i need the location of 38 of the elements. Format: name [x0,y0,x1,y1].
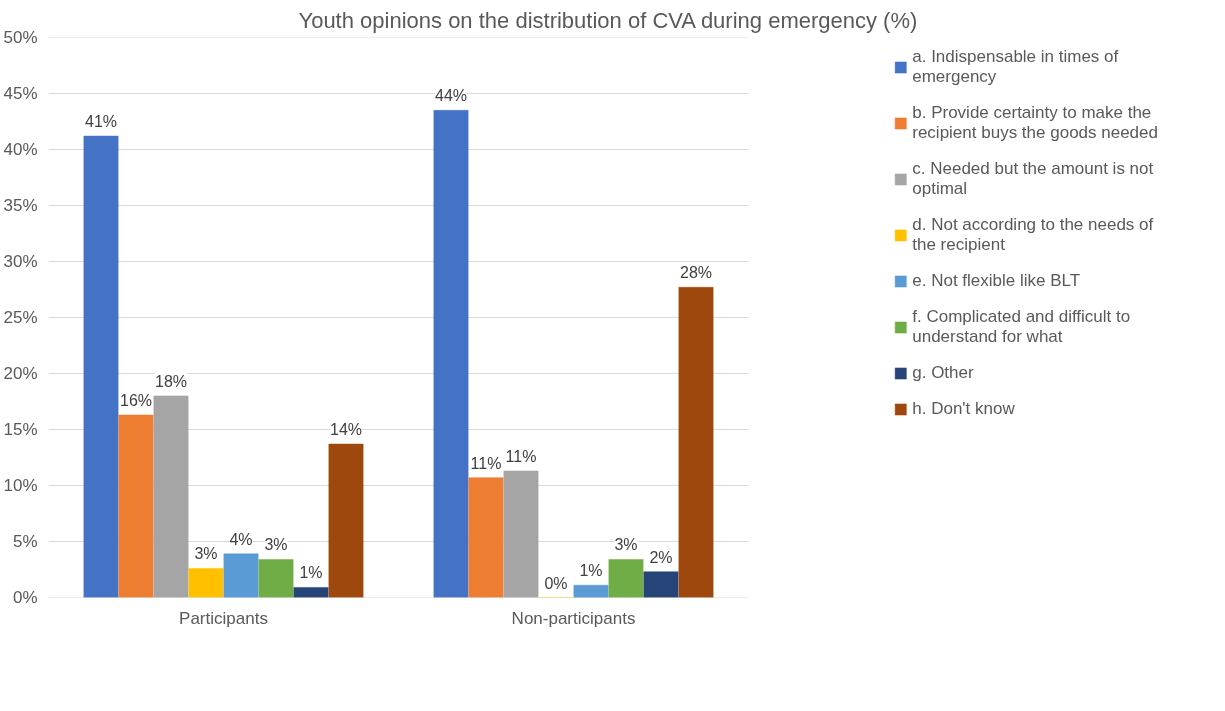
data-label: 3% [264,536,288,554]
data-label: 41% [84,113,118,131]
data-label: 44% [434,87,468,105]
legend-label: c. Needed but the amount is not optimal [912,159,1154,199]
data-label: 3% [614,536,638,554]
data-label: 11% [470,454,502,472]
data-label: 2% [649,548,673,566]
data-label: 0% [544,574,568,592]
y-tick-label: 15% [3,420,38,439]
y-tick-label: 35% [3,196,38,215]
data-label: 1% [299,564,323,582]
y-tick-label: 10% [3,476,38,495]
data-label: 4% [229,530,253,548]
y-tick-label: 45% [3,84,38,103]
data-label: 28% [679,264,713,282]
data-label: 18% [154,372,188,390]
legend-label: a. Indispensable in times of emergency [912,47,1119,87]
chart-title: Youth opinions on the distribution of CVA during emergency (%) [298,7,918,33]
data-label: 1% [579,562,603,580]
data-label: 16% [119,391,153,409]
y-tick-label: 50% [3,28,38,47]
y-tick-label: 25% [3,308,38,327]
legend-label: f. Complicated and difficult to understand for what [912,307,1131,347]
legend-label: g. Other [912,363,974,383]
data-label: 3% [194,545,218,563]
legend-label: h. Don't know [912,399,1015,419]
y-tick-label: 0% [12,588,38,607]
y-tick-label: 40% [3,140,38,159]
y-tick-label: 5% [12,532,38,551]
x-tick-label: Participants [179,608,268,628]
y-tick-label: 20% [3,364,38,383]
legend-label: e. Not flexible like BLT [912,271,1081,291]
legend-label: b. Provide certainty to make the recipient buys the goods needed [912,103,1158,143]
y-tick-label: 30% [3,252,38,271]
x-tick-label: Non-participants [511,608,636,628]
data-label: 11% [505,447,537,465]
data-label: 14% [329,421,363,439]
legend-label: d. Not according to the needs of the recipient [912,215,1154,255]
